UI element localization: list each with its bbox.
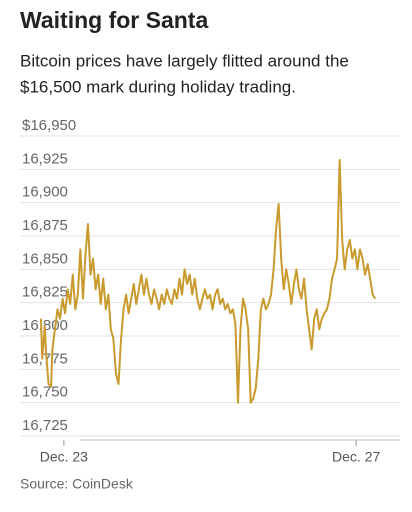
chart-subtitle: Bitcoin prices have largely flitted arou… (20, 51, 349, 70)
price-line (39, 159, 377, 404)
y-tick-label: 16,825 (22, 284, 68, 301)
chart-title: Waiting for Santa (20, 7, 208, 33)
chart-subtitle: $16,500 mark during holiday trading. (20, 77, 296, 96)
y-tick-label: $16,950 (22, 117, 76, 134)
y-tick-label: 16,750 (22, 384, 68, 401)
source: Source: CoinDesk (20, 476, 134, 492)
y-tick-label: 16,775 (22, 350, 68, 367)
y-tick-label: 16,850 (22, 250, 68, 267)
y-tick-label: 16,925 (22, 150, 68, 167)
y-tick-label: 16,725 (22, 417, 68, 434)
y-tick-label: 16,875 (22, 217, 68, 234)
x-tick-label: Dec. 27 (332, 449, 380, 465)
x-tick-label: Dec. 23 (40, 449, 88, 465)
y-tick-label: 16,900 (22, 184, 68, 201)
